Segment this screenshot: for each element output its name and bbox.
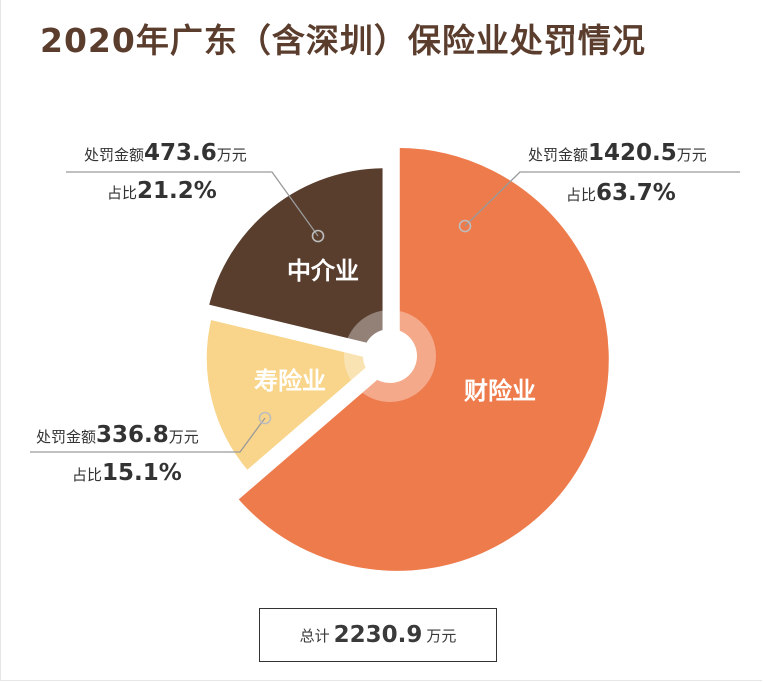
leader-agency-dot	[311, 229, 325, 243]
slice-agency	[203, 163, 388, 353]
annotation-property-share: 占比63.7%	[566, 180, 676, 206]
annotation-agency: 处罚金额473.6万元	[84, 140, 247, 166]
total-value: 2230.9	[333, 622, 423, 648]
total-prefix: 总计	[299, 626, 330, 645]
leader-life	[30, 417, 266, 453]
annotation-property: 处罚金额1420.5万元	[528, 140, 707, 166]
leader-agency	[66, 171, 319, 237]
share-value: 15.1%	[102, 460, 182, 486]
share-value: 21.2%	[137, 178, 217, 204]
amount-unit: 万元	[676, 146, 707, 164]
annotation-life: 处罚金额336.8万元	[36, 422, 199, 448]
total-unit: 万元	[426, 626, 457, 645]
amount-value: 473.6	[144, 140, 217, 166]
amount-value: 1420.5	[588, 140, 677, 166]
slice-label-property: 财险业	[464, 377, 536, 405]
leader-property-dot	[458, 219, 472, 233]
share-prefix: 占比	[72, 466, 103, 484]
slice-label-agency: 中介业	[287, 257, 359, 285]
amount-unit: 万元	[216, 146, 247, 164]
amount-prefix: 处罚金额	[84, 146, 145, 164]
amount-prefix: 处罚金额	[36, 428, 97, 446]
slice-life	[201, 314, 383, 476]
share-value: 63.7%	[596, 180, 676, 206]
annotation-life-share: 占比15.1%	[72, 460, 182, 486]
slice-property	[232, 142, 614, 576]
amount-value: 336.8	[96, 422, 169, 448]
share-prefix: 占比	[566, 186, 597, 204]
chart-title: 2020年广东（含深圳）保险业处罚情况	[40, 21, 646, 60]
leader-property	[464, 171, 740, 227]
slice-label-life: 寿险业	[254, 367, 326, 395]
annotation-agency-share: 占比21.2%	[107, 178, 217, 204]
leader-life-dot	[258, 411, 272, 425]
share-prefix: 占比	[107, 184, 138, 202]
center-hole	[363, 329, 417, 383]
total-box: 总计 2230.9 万元	[259, 608, 497, 662]
amount-unit: 万元	[168, 428, 199, 446]
amount-prefix: 处罚金额	[528, 146, 589, 164]
